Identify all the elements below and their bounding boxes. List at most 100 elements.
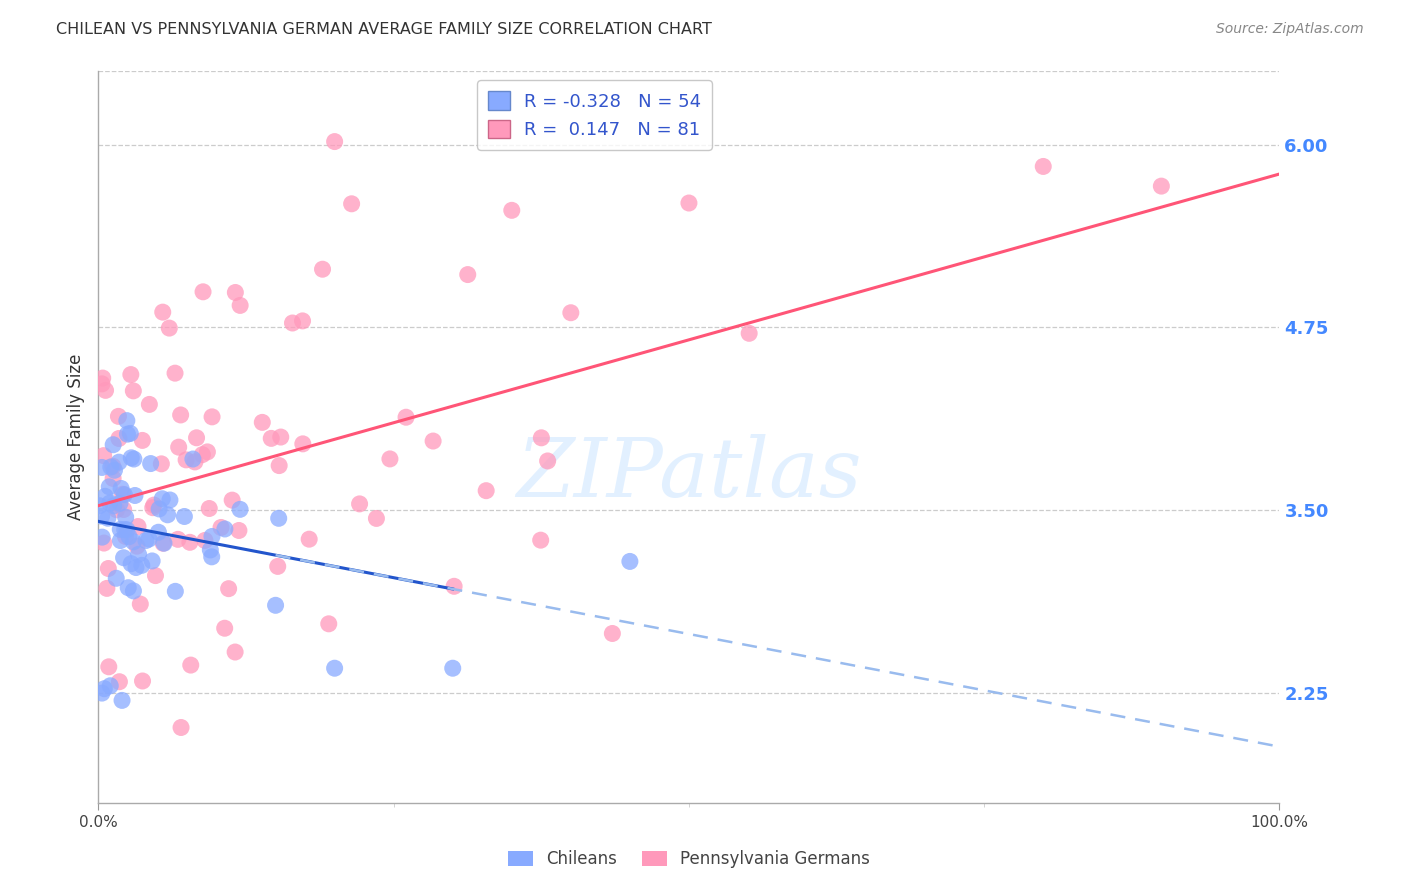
Point [93,536,115,550]
Point [145,568,167,582]
Point [218,582,240,596]
Point [214,522,236,536]
Point [281,316,304,330]
Point [209,520,232,534]
Point [93,681,115,696]
Point [131,558,153,573]
Point [91,686,114,700]
Point [224,645,246,659]
Y-axis label: Average Family Size: Average Family Size [66,354,84,520]
Point [122,452,145,467]
Point [291,437,314,451]
Point [94,384,117,398]
Point [422,434,444,448]
Point [107,409,129,424]
Point [530,533,553,548]
Point [169,408,191,422]
Point [91,460,114,475]
Point [96,582,118,596]
Point [110,522,132,536]
Point [124,488,146,502]
Point [269,458,291,473]
Point [619,554,641,568]
Point [97,660,120,674]
Point [186,431,208,445]
Point [194,533,217,548]
Point [252,416,274,430]
Point [118,530,141,544]
Point [114,529,136,543]
Point [112,550,135,565]
Point [174,453,197,467]
Point [103,463,125,477]
Point [127,519,149,533]
Point [181,452,204,467]
Point [111,693,134,707]
Point [602,626,624,640]
Point [229,298,252,312]
Point [142,498,165,512]
Point [110,533,132,548]
Point [122,534,145,549]
Point [141,554,163,568]
Point [201,549,224,564]
Point [200,543,222,558]
Point [311,262,333,277]
Point [260,431,283,445]
Point [98,480,121,494]
Point [270,430,292,444]
Point [105,571,128,585]
Point [152,305,174,319]
Point [738,326,761,341]
Point [560,306,582,320]
Point [91,371,114,385]
Point [131,434,153,448]
Point [93,449,115,463]
Point [138,532,160,546]
Point [457,268,479,282]
Point [153,536,176,550]
Point [159,493,181,508]
Point [120,426,142,441]
Point [110,482,132,496]
Point [98,496,121,510]
Point [139,457,162,471]
Point [229,502,252,516]
Text: CHILEAN VS PENNSYLVANIA GERMAN AVERAGE FAMILY SIZE CORRELATION CHART: CHILEAN VS PENNSYLVANIA GERMAN AVERAGE F… [56,22,711,37]
Point [138,397,160,411]
Point [129,597,152,611]
Point [115,414,138,428]
Point [150,457,173,471]
Point [267,511,290,525]
Text: ZIPatlas: ZIPatlas [516,434,862,514]
Point [349,497,371,511]
Point [148,502,170,516]
Point [197,445,219,459]
Point [108,674,131,689]
Point [264,599,287,613]
Point [156,508,179,522]
Point [125,539,148,553]
Point [201,529,224,543]
Point [103,499,125,513]
Point [125,560,148,574]
Point [152,536,174,550]
Point [100,460,122,475]
Point [91,376,114,391]
Point [94,489,117,503]
Point [122,384,145,398]
Point [180,658,202,673]
Point [318,616,340,631]
Point [98,679,121,693]
Point [323,135,346,149]
Point [366,511,388,525]
Point [228,524,250,538]
Point [378,451,401,466]
Point [395,410,418,425]
Point [1032,160,1054,174]
Point [198,501,221,516]
Point [678,196,700,211]
Point [340,196,363,211]
Legend: Chileans, Pennsylvania Germans: Chileans, Pennsylvania Germans [501,844,877,875]
Point [114,510,136,524]
